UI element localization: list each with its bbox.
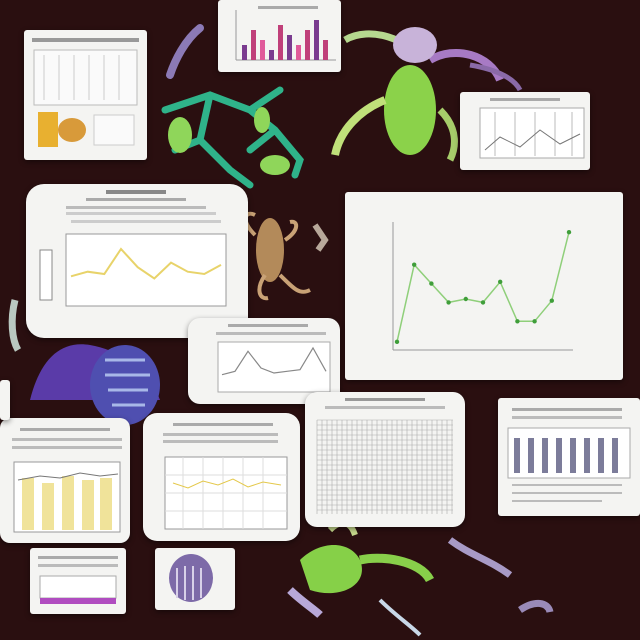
- yellow-bar-figure-card: [0, 418, 130, 543]
- bar: [260, 40, 265, 60]
- series-line: [396, 231, 570, 343]
- table-grid-card: [305, 392, 465, 527]
- tiny-card-left: [0, 380, 10, 420]
- data-point: [446, 300, 451, 305]
- figure-card-top-left: [24, 30, 147, 160]
- data-point: [549, 298, 554, 303]
- bar: [305, 30, 310, 60]
- molecule-nodes-art: [168, 107, 290, 175]
- bar: [323, 40, 328, 60]
- figure-top-left-graphic: [32, 38, 139, 147]
- purple-creature-art: [8, 299, 160, 425]
- label-card-graphic: [38, 556, 118, 604]
- anatomy-card: [155, 548, 235, 610]
- data-point: [532, 319, 537, 324]
- purple-tendril-art: [166, 24, 204, 79]
- peak-line-chart: [216, 324, 331, 393]
- data-point: [429, 281, 434, 286]
- bar: [287, 35, 292, 60]
- bar: [269, 50, 274, 60]
- yellow-line-chart-card: [26, 184, 248, 338]
- series-line: [221, 346, 327, 376]
- label-card-bottom-left: [30, 548, 126, 614]
- data-point: [498, 279, 503, 285]
- bar-table-card: [498, 398, 640, 516]
- grid-chart: [163, 423, 288, 530]
- yellow-bar-figure: [12, 428, 122, 533]
- bar: [314, 20, 319, 60]
- molecule-structure-art: [161, 86, 304, 189]
- green-creature-bottom-art: [287, 520, 554, 637]
- data-point: [463, 296, 468, 302]
- bar: [296, 45, 301, 60]
- bar: [242, 45, 247, 60]
- data-point: [394, 339, 400, 345]
- data-point: [480, 300, 486, 305]
- bar: [278, 25, 283, 60]
- peak-line-chart-card: [188, 318, 340, 404]
- grid-chart-card: [143, 413, 300, 541]
- figure-top-right-graphic: [479, 98, 585, 159]
- brown-insect-art: [243, 211, 329, 301]
- bar-thumbnail-chart: [235, 6, 336, 61]
- anatomy-graphic: [169, 554, 213, 602]
- bar-table: [507, 408, 631, 502]
- bar-thumbnail-card: [218, 0, 341, 72]
- yellow-line-chart: [39, 190, 227, 307]
- main-line-chart: [392, 222, 573, 351]
- data-point: [412, 262, 417, 267]
- main-line-chart-card: [345, 192, 623, 380]
- table-grid: [316, 398, 453, 514]
- data-point: [566, 229, 572, 235]
- green-insect-art: [331, 27, 523, 162]
- data-point: [515, 319, 520, 324]
- bar: [251, 30, 256, 60]
- series-line: [70, 247, 222, 280]
- figure-card-top-right: [460, 92, 590, 170]
